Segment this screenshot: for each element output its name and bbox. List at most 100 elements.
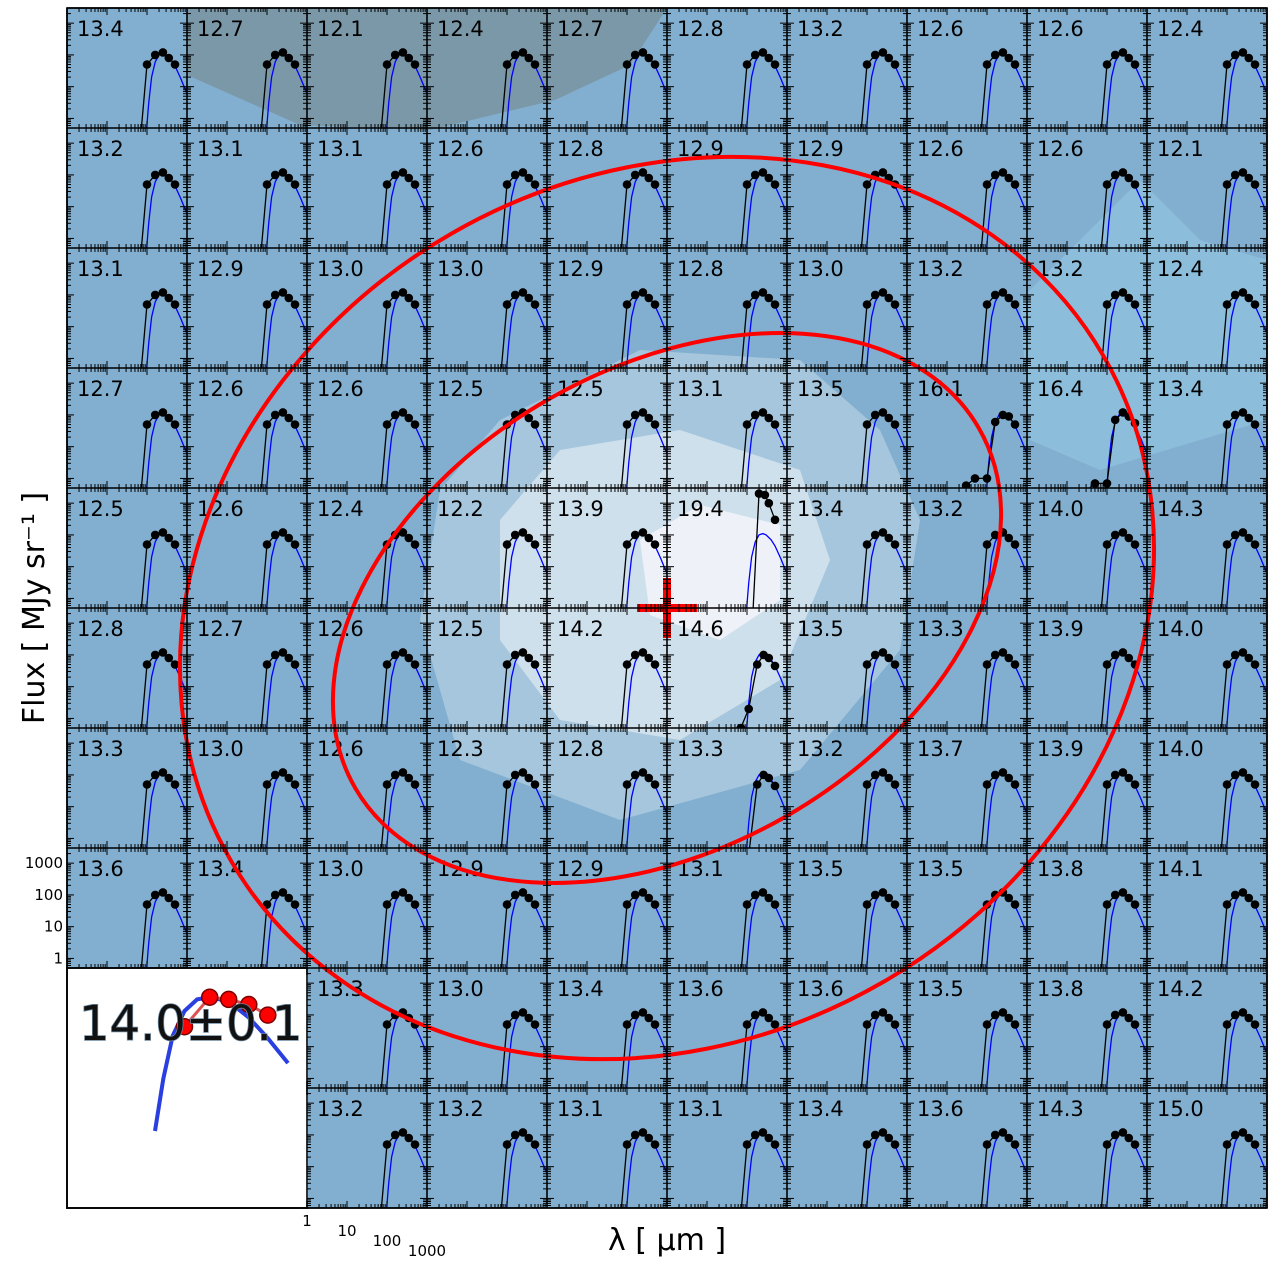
cell-value-label: 13.1 [677,377,724,401]
sed-data-point [990,650,1000,660]
cell-ticks [906,1087,1028,1209]
sed-data-point [760,490,770,500]
sed-data-point [1010,60,1020,69]
sed-data-point [1010,1020,1020,1029]
sed-data-point [404,53,414,63]
sed-data-point [1102,780,1112,789]
cell-ticks [306,7,428,129]
sed-data-point [870,1010,880,1020]
sed-cell: 13.4 [1157,377,1267,488]
sed-data-point [638,48,648,57]
cell-ticks [186,7,308,129]
sed-cell: 13.1 [77,257,187,368]
sed-data-point [510,1130,520,1140]
sed-data-point [630,530,640,540]
sed-data-point [284,293,294,303]
sed-data-point [970,474,980,483]
sed-data-point [270,530,280,540]
sed-data-point [278,168,288,177]
sed-data-point [622,780,632,789]
sed-data-point [1004,173,1014,183]
sed-data-point [758,288,768,297]
sed-data-point [410,540,420,549]
sed-data-point [158,408,168,417]
sed-data-point [518,528,528,537]
sed-cell: 13.2 [797,737,907,848]
cell-ticks [546,1087,668,1209]
sed-data-point [878,408,888,417]
sed-cell: 13.6 [677,977,787,1088]
sed-data-point [758,1008,768,1017]
sed-data-point [890,540,900,549]
inset-value-label: 14.0±0.1 [79,996,302,1052]
sed-data-point [764,1013,774,1023]
sed-data-point [890,660,900,669]
sed-data-point [1004,533,1014,543]
sed-data-point [398,288,408,297]
cell-value-label: 12.8 [677,257,724,281]
sed-cell: 14.2 [557,617,667,728]
cell-ticks [666,247,788,369]
sed-data-point [742,900,752,909]
cell-ticks [786,727,908,849]
sed-data-point [770,900,780,909]
sed-data-point [622,1020,632,1029]
cell-value-label: 12.1 [317,17,364,41]
sed-data-point [1004,773,1014,783]
sed-data-point [390,170,400,180]
sed-data-point [284,53,294,63]
cell-value-label: 14.0 [1157,617,1204,641]
sed-data-point [884,1013,894,1023]
sed-data-point [890,300,900,309]
cell-ticks [1026,127,1148,249]
sed-data-point [770,781,780,791]
sed-data-point [890,60,900,69]
sed-data-point [1238,1128,1248,1137]
cell-ticks [666,7,788,129]
cell-value-label: 13.3 [77,737,124,761]
y-axis-label: Flux [ MJy sr⁻¹ ] [17,492,52,724]
cell-value-label: 14.1 [1157,857,1204,881]
cell-value-label: 12.6 [1037,17,1084,41]
sed-data-point [524,1013,534,1023]
sed-cell: 13.2 [917,257,1027,368]
sed-data-point [390,290,400,300]
sed-data-point [742,1140,752,1149]
sed-data-point [758,408,768,417]
sed-data-point [1010,780,1020,789]
sed-cell: 14.1 [1157,857,1267,968]
cell-ticks [306,127,428,249]
cell-value-label: 12.9 [557,257,604,281]
sed-data-point [1244,1013,1254,1023]
sed-data-point [278,888,288,897]
cell-ticks [426,847,548,969]
sed-data-point [390,1130,400,1140]
sed-cell: 12.6 [317,377,427,488]
sed-data-point [1230,290,1240,300]
inset-data-point [175,1017,194,1036]
sed-data-point [622,300,632,309]
sed-data-point [158,648,168,657]
sed-cell: 13.0 [317,857,427,968]
inset-data-point [240,995,258,1014]
sed-data-point [164,773,174,783]
cell-value-label: 12.6 [317,617,364,641]
sed-data-point [142,60,152,69]
sed-data-point [644,653,654,663]
sed-data-point [164,293,174,303]
sed-data-point [410,1140,420,1149]
sed-cell: 13.1 [557,1097,667,1208]
sed-data-point [530,540,540,549]
sed-data-point [382,420,392,429]
cell-ticks [546,7,668,129]
sed-data-point [1222,900,1232,909]
sed-data-point [530,60,540,69]
sed-cell: 14.0 [1157,617,1267,728]
sed-data-point [410,300,420,309]
sed-data-point [382,900,392,909]
sed-data-point [750,410,760,420]
sed-data-point [390,50,400,60]
sed-data-point [1010,540,1020,549]
sed-data-point [1250,780,1260,789]
sed-data-point [524,533,534,543]
